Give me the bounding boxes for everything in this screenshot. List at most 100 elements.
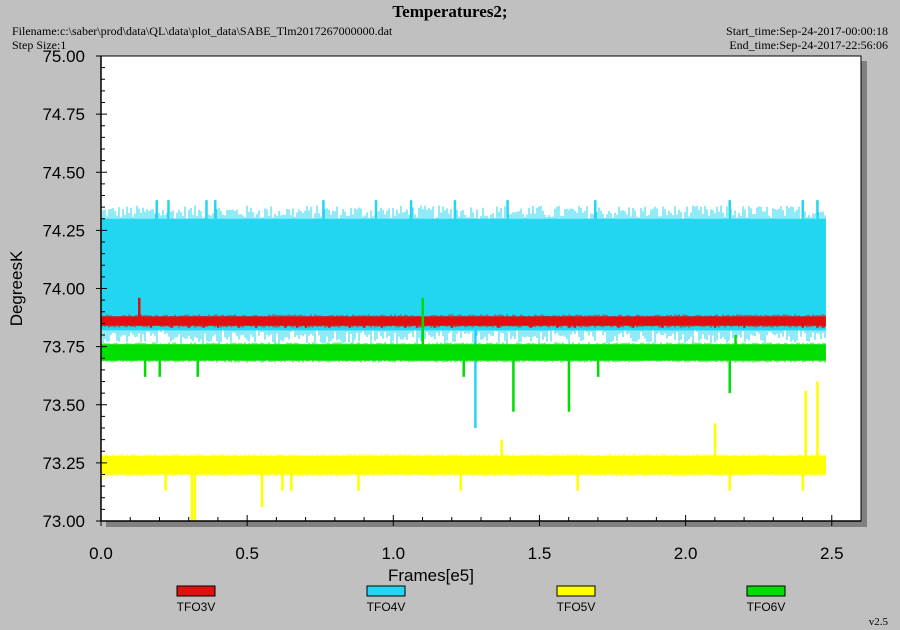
spike-tfo3v-24: [617, 325, 620, 328]
spike-tfo4v-4: [322, 200, 325, 219]
spike-tfo4v-8: [506, 200, 509, 219]
spike-tfo3v-21: [556, 325, 559, 328]
spike-tfo3v-1: [149, 325, 153, 328]
spike-tfo6v-4: [462, 360, 465, 377]
spike-tfo3v-4: [202, 325, 205, 328]
spike-tfo5v-7: [459, 474, 463, 491]
legend-swatch-tfo6v: [746, 585, 786, 597]
series-tfo4v: [100, 200, 826, 428]
end-time-label: End_time:Sep-24-2017-22:56:06: [729, 38, 888, 52]
y-axis-label: DegreesK: [7, 250, 26, 326]
spike-tfo3v-30: [816, 325, 819, 328]
x-tick-label: 1.0: [381, 544, 405, 563]
spike-tfo4v-3: [214, 200, 217, 219]
y-tick-label: 74.75: [42, 105, 85, 124]
spike-tfo6v-7: [596, 360, 600, 377]
axis-layer: 73.00 73.25 73.50 73.75 74.00 74.25 74.50 74.75…: [7, 47, 862, 585]
series-band-tfo5v: [101, 455, 826, 475]
spike-tfo3v-22: [567, 325, 571, 328]
y-tick-label: 73.50: [42, 396, 85, 415]
series-tfo5v: [100, 381, 826, 521]
x-tick-label: 0.5: [235, 544, 259, 563]
plot-shadow: [861, 61, 867, 526]
series-band-tfo6v: [101, 344, 826, 361]
legend-label-tfo5v: TFO5V: [557, 600, 596, 614]
legend-swatch-tfo5v: [556, 585, 596, 597]
legend-swatch-tfo3v: [176, 585, 216, 597]
spike-tfo5v-13: [804, 390, 807, 456]
series-band-tfo4v: [101, 218, 826, 331]
spike-tfo5v-1: [190, 474, 194, 521]
spike-tfo5v-10: [713, 423, 717, 456]
series-band-tfo3v: [101, 316, 826, 326]
spike-tfo4v-7: [453, 200, 457, 219]
spike-tfo5v-8: [500, 439, 503, 456]
x-tick-label: 2.0: [674, 544, 698, 563]
spike-tfo3v-20: [529, 325, 533, 328]
spike-tfo5v-9: [576, 474, 579, 491]
spike-tfo5v-6: [357, 474, 360, 491]
x-tick-label: 0.0: [89, 544, 113, 563]
y-tick-label: 74.00: [42, 280, 85, 299]
spike-tfo5v-4: [281, 474, 284, 491]
legend-label-tfo3v: TFO3V: [177, 600, 216, 614]
spike-tfo6v-9: [734, 335, 737, 345]
spike-tfo6v-5: [512, 360, 515, 412]
spike-tfo3v-23: [573, 325, 577, 328]
spike-tfo3v-7: [254, 325, 258, 328]
chart-title: Temperatures2;: [392, 2, 508, 21]
spike-tfo3v-12: [348, 325, 351, 328]
spike-tfo3v-25: [632, 325, 635, 328]
spike-tfo5v-2: [193, 474, 197, 521]
spike-tfo3v-28: [743, 325, 746, 328]
y-tick-label: 73.75: [42, 338, 85, 357]
spike-tfo3v-16: [415, 325, 419, 328]
spike-tfo4v-5: [374, 200, 378, 219]
spike-tfo3v-13: [363, 325, 366, 328]
spike-tfo6v-8: [728, 360, 731, 394]
spike-tfo5v-0: [164, 474, 167, 491]
filename-label: Filename:c:\saber\prod\data\QL\data\plot…: [12, 24, 393, 38]
spike-tfo4v-10: [728, 200, 731, 219]
spike-tfo3v-19: [497, 325, 501, 328]
spike-tfo4v-11: [801, 200, 805, 219]
spike-tfo3v-5: [216, 325, 220, 328]
spike-tfo3v-9: [295, 325, 299, 328]
y-tick-label: 73.00: [42, 512, 85, 531]
series-tfo3v: [100, 297, 826, 328]
spike-tfo3v-6: [237, 325, 240, 328]
spike-tfo3v-15: [404, 325, 407, 328]
spike-tfo6v-2: [196, 360, 199, 377]
spike-tfo4v-13: [474, 330, 477, 428]
spike-tfo4v-1: [167, 200, 170, 219]
spike-tfo3v-10: [304, 325, 308, 328]
spike-tfo3v-0: [138, 297, 141, 317]
spike-tfo6v-6: [567, 360, 571, 412]
version-label: v2.5: [868, 616, 888, 628]
x-axis-label: Frames[e5]: [388, 566, 474, 585]
step-size-label: Step Size:1: [12, 38, 67, 52]
x-tick-label: 1.5: [528, 544, 552, 563]
spike-tfo3v-14: [380, 325, 384, 328]
legend: TFO3V TFO4V TFO5V TFO6V: [176, 585, 786, 614]
y-tick-label: 73.25: [42, 454, 85, 473]
spike-tfo3v-18: [450, 325, 454, 328]
spike-tfo3v-29: [801, 325, 805, 328]
spike-tfo3v-3: [187, 325, 191, 328]
spike-tfo5v-3: [260, 474, 264, 508]
spike-tfo3v-27: [713, 325, 717, 328]
spike-tfo3v-26: [661, 325, 664, 328]
legend-label-tfo6v: TFO6V: [747, 600, 786, 614]
plot-shadow-bottom: [106, 521, 867, 527]
x-tick-label: 2.5: [820, 544, 844, 563]
legend-swatch-tfo4v: [366, 585, 406, 597]
spike-tfo5v-12: [801, 474, 805, 491]
y-tick-label: 74.50: [42, 163, 85, 182]
spike-tfo6v-1: [158, 360, 161, 377]
spike-tfo3v-8: [284, 325, 287, 328]
spike-tfo4v-9: [594, 200, 597, 219]
spike-tfo3v-31: [822, 325, 825, 328]
spike-tfo5v-14: [816, 381, 819, 456]
spike-tfo4v-0: [155, 200, 159, 219]
